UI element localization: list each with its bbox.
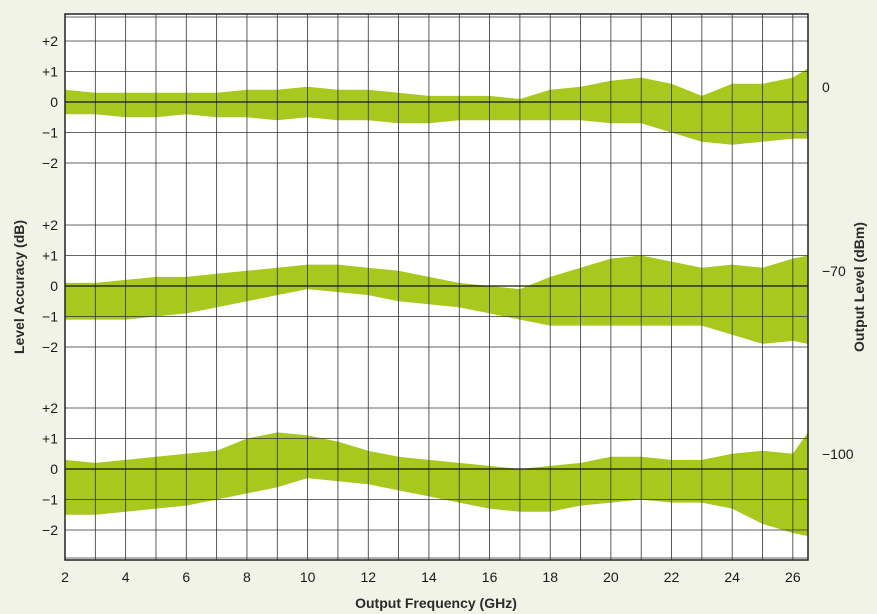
output-level-labels: 0 −70 −100 — [822, 79, 854, 462]
x-tick-label: 26 — [785, 569, 801, 585]
accuracy-band-3 — [65, 432, 808, 537]
x-tick-label: 18 — [542, 569, 558, 585]
plot-frame — [64, 13, 809, 561]
y-tick-label: +1 — [42, 248, 58, 264]
gridlines — [64, 14, 808, 560]
x-tick-label: 10 — [300, 569, 316, 585]
x-tick-label: 2 — [61, 569, 69, 585]
y-axis-label: Level Accuracy (dB) — [11, 220, 27, 354]
y-tick-label: +1 — [42, 64, 58, 80]
x-tick-label: 16 — [482, 569, 498, 585]
y-tick-label: −2 — [42, 155, 58, 171]
y-tick-labels: +2 +1 0 −1 −2 +2 +1 0 −1 −2 +2 +1 0 −1 −2 — [42, 33, 58, 538]
y-tick-label: −2 — [42, 339, 58, 355]
accuracy-band-2 — [65, 255, 808, 344]
y-tick-label: 0 — [50, 461, 58, 477]
accuracy-band-1 — [65, 68, 808, 145]
y-tick-label: +2 — [42, 400, 58, 416]
x-tick-label: 12 — [360, 569, 376, 585]
y-tick-label: −1 — [42, 492, 58, 508]
output-level-label: −70 — [822, 263, 846, 279]
right-axis-label: Output Level (dBm) — [851, 222, 867, 352]
x-tick-label: 24 — [724, 569, 740, 585]
y-tick-label: −2 — [42, 522, 58, 538]
y-tick-label: −1 — [42, 125, 58, 141]
x-tick-label: 14 — [421, 569, 437, 585]
y-tick-label: −1 — [42, 309, 58, 325]
y-tick-label: +1 — [42, 431, 58, 447]
x-tick-label: 8 — [243, 569, 251, 585]
y-tick-label: 0 — [50, 94, 58, 110]
x-tick-labels: 2 4 6 8 10 12 14 16 18 20 22 24 26 — [61, 569, 801, 585]
x-axis-label: Output Frequency (GHz) — [355, 595, 517, 611]
y-tick-label: 0 — [50, 278, 58, 294]
y-tick-label: +2 — [42, 33, 58, 49]
output-level-label: 0 — [822, 79, 830, 95]
accuracy-bands — [65, 68, 808, 537]
output-level-label: −100 — [822, 446, 854, 462]
x-tick-label: 4 — [122, 569, 130, 585]
x-tick-label: 20 — [603, 569, 619, 585]
x-tick-label: 22 — [664, 569, 680, 585]
x-tick-label: 6 — [182, 569, 190, 585]
y-tick-label: +2 — [42, 217, 58, 233]
